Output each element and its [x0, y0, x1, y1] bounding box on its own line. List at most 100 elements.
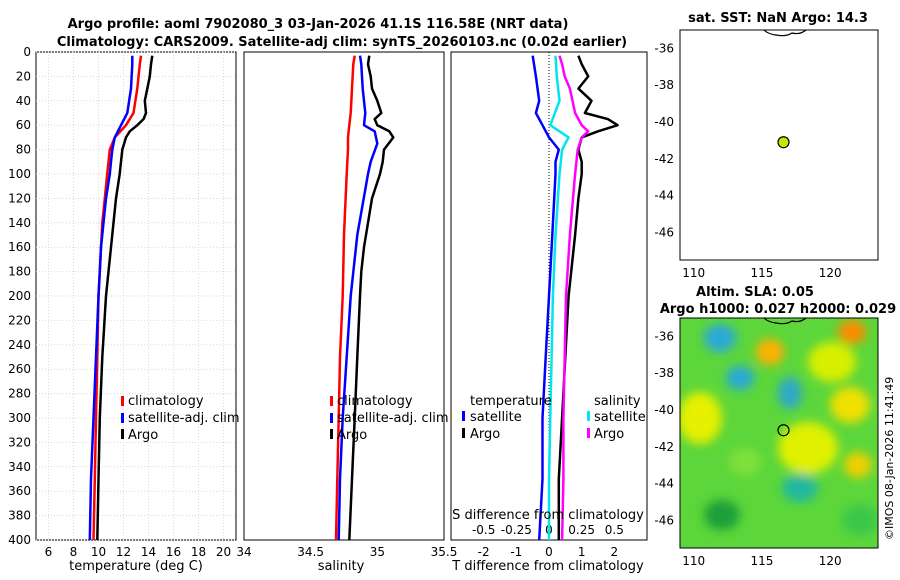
depth-tick-label: 320	[8, 435, 31, 449]
sst-map-lon-tick-label: 110	[682, 266, 705, 280]
sla-blob	[756, 339, 784, 365]
depth-tick-labels: 0 20 40 60 80 100 120 140 160 180 200 220 240 260 280 3…	[8, 45, 31, 547]
salinity-line-climatology	[334, 55, 356, 541]
difference-legend-temperature: temperature satellite Argo	[462, 394, 552, 442]
temperature-xlabel: temperature (deg C)	[69, 559, 203, 574]
sla-blob	[726, 366, 754, 390]
t-diff-line-satellite	[531, 55, 561, 541]
sla-map-lat-tick-label: -46	[654, 513, 674, 527]
legend-swatch-climatology	[121, 396, 124, 406]
legend-swatch-satellite	[121, 413, 124, 423]
sla-map-lat-tick-label: -40	[654, 403, 674, 417]
t-difference-xlabel: T difference from climatology	[451, 559, 644, 574]
legend-title-salinity: salinity	[594, 394, 641, 409]
s-difference-tick-label: 0.25	[568, 523, 595, 537]
legend-swatch-t-argo	[462, 428, 465, 438]
sst-map-panel: sat. SST: NaN Argo: 14.3 110 115 120 -36 -38…	[654, 11, 879, 280]
depth-tick-label: 120	[8, 191, 31, 205]
depth-tick-label: 20	[16, 69, 31, 83]
temperature-tick-label: 10	[91, 545, 106, 559]
sst-map-lon-tick-label: 115	[750, 266, 773, 280]
t-difference-tick-label: 0	[545, 545, 553, 559]
salinity-tick-label: 34.5	[297, 545, 324, 559]
sst-map-argo-marker	[777, 136, 790, 149]
sla-map-lat-tick-label: -38	[654, 366, 674, 380]
sla-heatmap	[680, 318, 878, 548]
salinity-tick-labels: 34 34.5 35 35.5	[236, 545, 457, 559]
temperature-legend: climatology satellite-adj. clim Argo	[121, 394, 240, 443]
salinity-tick-label: 35	[370, 545, 385, 559]
legend-label-climatology: climatology	[337, 394, 413, 409]
sla-blob	[704, 324, 736, 352]
temperature-tick-label: 12	[116, 545, 131, 559]
coastline	[763, 317, 807, 325]
depth-tick-label: 200	[8, 289, 31, 303]
sla-map-title-2: Argo h1000: 0.027 h2000: 0.029	[660, 302, 896, 317]
sst-map-lat-tick-label: -40	[654, 115, 674, 129]
sla-blob	[842, 504, 878, 536]
sla-blob	[808, 342, 856, 382]
depth-tick-label: 280	[8, 387, 31, 401]
salinity-line-satellite	[337, 55, 379, 541]
sla-blob	[844, 452, 872, 478]
sla-map-lat-tick-label: -42	[654, 440, 674, 454]
legend-label-climatology: climatology	[128, 394, 204, 409]
legend-label-t-argo: Argo	[470, 427, 500, 442]
depth-tick-label: 220	[8, 313, 31, 327]
temperature-panel: 0 20 40 60 80 100 120 140 160 180 200 220 240 260 280 3…	[8, 45, 240, 574]
depth-tick-label: 300	[8, 411, 31, 425]
t-difference-tick-label: -2	[478, 545, 490, 559]
salinity-panel: 34 34.5 35 35.5 salinity climatology satell…	[236, 51, 457, 574]
legend-label-s-argo: Argo	[594, 427, 624, 442]
salinity-xlabel: salinity	[318, 559, 365, 574]
temperature-series	[88, 55, 154, 541]
depth-tick-label: 340	[8, 460, 31, 474]
sla-map-panel: Altim. SLA: 0.05 Argo h1000: 0.027 h2000…	[654, 285, 896, 568]
sla-map-lon-tick-label: 115	[750, 554, 773, 568]
depth-tick-label: 360	[8, 484, 31, 498]
difference-panel: -2-1.5-1-0.500.511.522.5 -0.5-0.2500.250…	[450, 51, 648, 574]
sla-map-argo-point	[777, 424, 790, 437]
legend-swatch-s-argo	[587, 428, 590, 438]
sla-blob	[830, 387, 870, 423]
depth-tick-label: 380	[8, 509, 31, 523]
sla-map-axes-box	[679, 317, 879, 549]
legend-label-t-satellite: satellite	[470, 410, 522, 425]
depth-tick-label: 180	[8, 265, 31, 279]
s-difference-tick-label: -0.5	[472, 523, 495, 537]
legend-swatch-t-satellite	[462, 411, 465, 421]
sst-map-lat-tick-label: -38	[654, 78, 674, 92]
salinity-series	[334, 55, 395, 541]
legend-title-temperature: temperature	[470, 394, 552, 409]
sla-blob	[778, 422, 838, 474]
s-diff-line-satellite	[547, 55, 570, 540]
temperature-tick-label: 16	[166, 545, 181, 559]
depth-tick-label: 140	[8, 216, 31, 230]
t-difference-tick-labels: -2-1.5-1-0.500.511.522.5	[478, 545, 619, 559]
depth-tick-label: 80	[16, 143, 31, 157]
temperature-line-satellite	[88, 55, 134, 541]
legend-label-argo: Argo	[128, 428, 158, 443]
temperature-line-argo	[96, 55, 154, 541]
depth-tick-label: 240	[8, 338, 31, 352]
sla-blob	[778, 377, 802, 409]
legend-swatch-satellite	[330, 413, 333, 423]
imos-watermark: ©IMOS 08-Jan-2026 11:41:49	[883, 377, 896, 540]
sla-map-argo-marker	[777, 424, 790, 437]
sst-map-lat-tick-label: -36	[654, 41, 674, 55]
sla-map-lat-tick-label: -44	[654, 477, 674, 491]
s-diff-line-argo	[558, 55, 590, 541]
s-difference-tick-label: -0.25	[501, 523, 532, 537]
depth-tick-label: 40	[16, 94, 31, 108]
sla-map-lon-tick-label: 120	[819, 554, 842, 568]
legend-label-satellite: satellite-adj. clim	[337, 411, 449, 426]
sst-map-lat-tick-label: -42	[654, 152, 674, 166]
t-difference-tick-label: 2	[611, 545, 619, 559]
salinity-line-argo	[348, 55, 395, 541]
depth-tick-label: 260	[8, 362, 31, 376]
temperature-tick-label: 6	[45, 545, 53, 559]
sla-blob	[704, 500, 740, 530]
legend-swatch-climatology	[330, 396, 333, 406]
sla-blob	[782, 474, 818, 502]
